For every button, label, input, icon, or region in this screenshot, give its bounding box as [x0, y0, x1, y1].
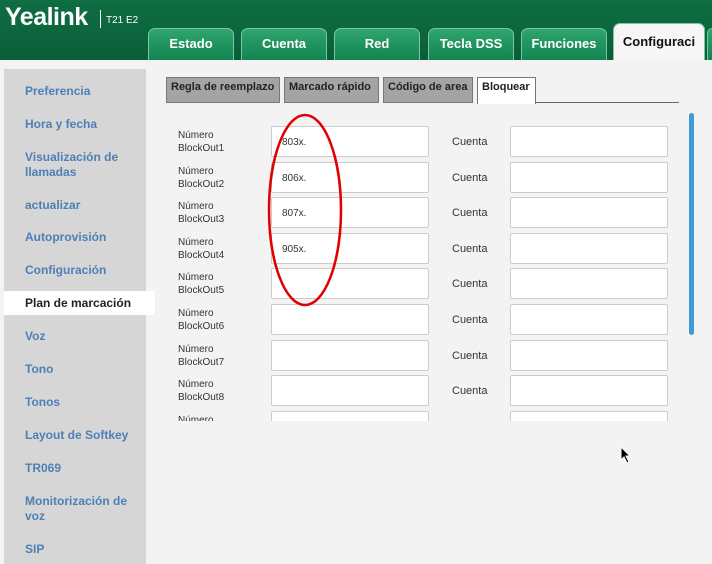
- sidebar-item-actualizar[interactable]: actualizar: [25, 198, 81, 212]
- account-label: Cuenta: [452, 314, 488, 326]
- subtab-divider: [536, 102, 679, 103]
- subtab-bloquear[interactable]: Bloquear: [477, 77, 536, 104]
- sidebar-item-tono[interactable]: Tono: [25, 362, 54, 376]
- account-label: Cuenta: [452, 136, 488, 148]
- account-input[interactable]: [510, 126, 668, 157]
- tab-estado[interactable]: Estado: [148, 28, 234, 60]
- account-label: Cuenta: [452, 242, 488, 255]
- account-label: Cuenta: [452, 349, 488, 362]
- sidebar: Preferencia Hora y fecha Visualización de …: [4, 69, 155, 564]
- subtab-marcado-rápido[interactable]: Marcado rápido: [284, 77, 379, 103]
- tab-cuenta[interactable]: Cuenta: [241, 28, 327, 60]
- sidebar-item-autoprovisión[interactable]: Autoprovisión: [25, 230, 107, 244]
- blockout-number-label: Número BlockOut7: [178, 343, 225, 368]
- account-input[interactable]: [510, 304, 668, 335]
- tab-red[interactable]: Red: [334, 28, 420, 60]
- form-row: Número BlockOut8 Cuenta: [160, 375, 680, 408]
- account-input[interactable]: [510, 339, 668, 371]
- sidebar-item-preferencia[interactable]: Preferencia: [25, 84, 91, 98]
- sidebar-item-voz[interactable]: Voz: [25, 329, 46, 343]
- sidebar-item-tonos[interactable]: Tonos: [25, 395, 61, 409]
- blockout-number-input[interactable]: [271, 304, 429, 335]
- sidebar-item-plan-de-marcación[interactable]: Plan de marcación: [4, 291, 155, 315]
- blockout-number-input[interactable]: 905x.: [271, 232, 429, 264]
- account-input[interactable]: [510, 232, 668, 264]
- blockout-number-input[interactable]: 806x.: [271, 161, 429, 193]
- account-label: Cuenta: [452, 278, 488, 291]
- account-input[interactable]: [510, 197, 668, 229]
- sidebar-item-visualización-de-llamadas[interactable]: Visualización de llamadas: [25, 150, 119, 179]
- mouse-cursor-icon: [620, 446, 632, 464]
- blockout-number-input[interactable]: 803x.: [271, 126, 429, 157]
- tab-tecla-dss[interactable]: Tecla DSS: [428, 28, 514, 60]
- account-label: Cuenta: [452, 207, 488, 220]
- tab-funciones[interactable]: Funciones: [521, 28, 607, 60]
- form-row: Número BlockOut4 905x. Cuenta: [160, 232, 680, 266]
- sidebar-item-sip[interactable]: SIP: [25, 542, 45, 556]
- blockout-number-input[interactable]: [271, 339, 429, 371]
- form-row: Número: [160, 410, 680, 421]
- sidebar-item-hora-y-fecha[interactable]: Hora y fecha: [25, 117, 98, 131]
- sidebar-item-tr069[interactable]: TR069: [25, 461, 62, 475]
- model-label: T21 E2: [100, 10, 138, 28]
- account-input[interactable]: [510, 268, 668, 300]
- blockout-form: Número BlockOut1 803x. Cuenta Número BlockO…: [160, 113, 690, 421]
- blockout-number-input[interactable]: [271, 268, 429, 300]
- blockout-number-input[interactable]: [271, 410, 429, 421]
- subtab-regla-de-reemplazo[interactable]: Regla de reemplazo: [166, 77, 280, 103]
- form-row: Número BlockOut3 807x. Cuenta: [160, 197, 680, 230]
- form-row: Número BlockOut1 803x. Cuenta: [160, 126, 680, 159]
- sidebar-item-monitorización-de-voz[interactable]: Monitorización de voz: [25, 494, 127, 523]
- form-row: Número BlockOut2 806x. Cuenta: [160, 161, 680, 195]
- form-row: Número BlockOut5 Cuenta: [160, 268, 680, 301]
- blockout-number-label: Número BlockOut1: [178, 130, 225, 154]
- account-label: Cuenta: [452, 385, 488, 398]
- account-input[interactable]: [510, 161, 668, 193]
- sidebar-item-layout-de-softkey[interactable]: Layout de Softkey: [25, 428, 129, 442]
- tab-configuraci[interactable]: Configuraci: [613, 23, 705, 60]
- blockout-number-label: Número BlockOut6: [178, 308, 225, 332]
- blockout-number-label: Número: [178, 414, 214, 421]
- yealink-logo: Yealink: [5, 3, 88, 31]
- subtab-código-de-area[interactable]: Código de area: [383, 77, 473, 103]
- blockout-number-label: Número BlockOut2: [178, 165, 225, 190]
- account-label: Cuenta: [452, 171, 488, 184]
- blockout-number-label: Número BlockOut4: [178, 236, 225, 261]
- account-input[interactable]: [510, 375, 668, 407]
- blockout-number-input[interactable]: 807x.: [271, 197, 429, 229]
- form-row: Número BlockOut6 Cuenta: [160, 304, 680, 337]
- scrollbar[interactable]: [689, 113, 694, 335]
- blockout-number-input[interactable]: [271, 375, 429, 407]
- blockout-number-label: Número BlockOut5: [178, 272, 225, 297]
- tab-more[interactable]: [707, 28, 712, 60]
- blockout-number-label: Número BlockOut3: [178, 201, 225, 226]
- sidebar-item-configuración[interactable]: Configuración: [25, 263, 107, 277]
- blockout-number-label: Número BlockOut8: [178, 379, 225, 404]
- account-input[interactable]: [510, 410, 668, 421]
- form-row: Número BlockOut7 Cuenta: [160, 339, 680, 373]
